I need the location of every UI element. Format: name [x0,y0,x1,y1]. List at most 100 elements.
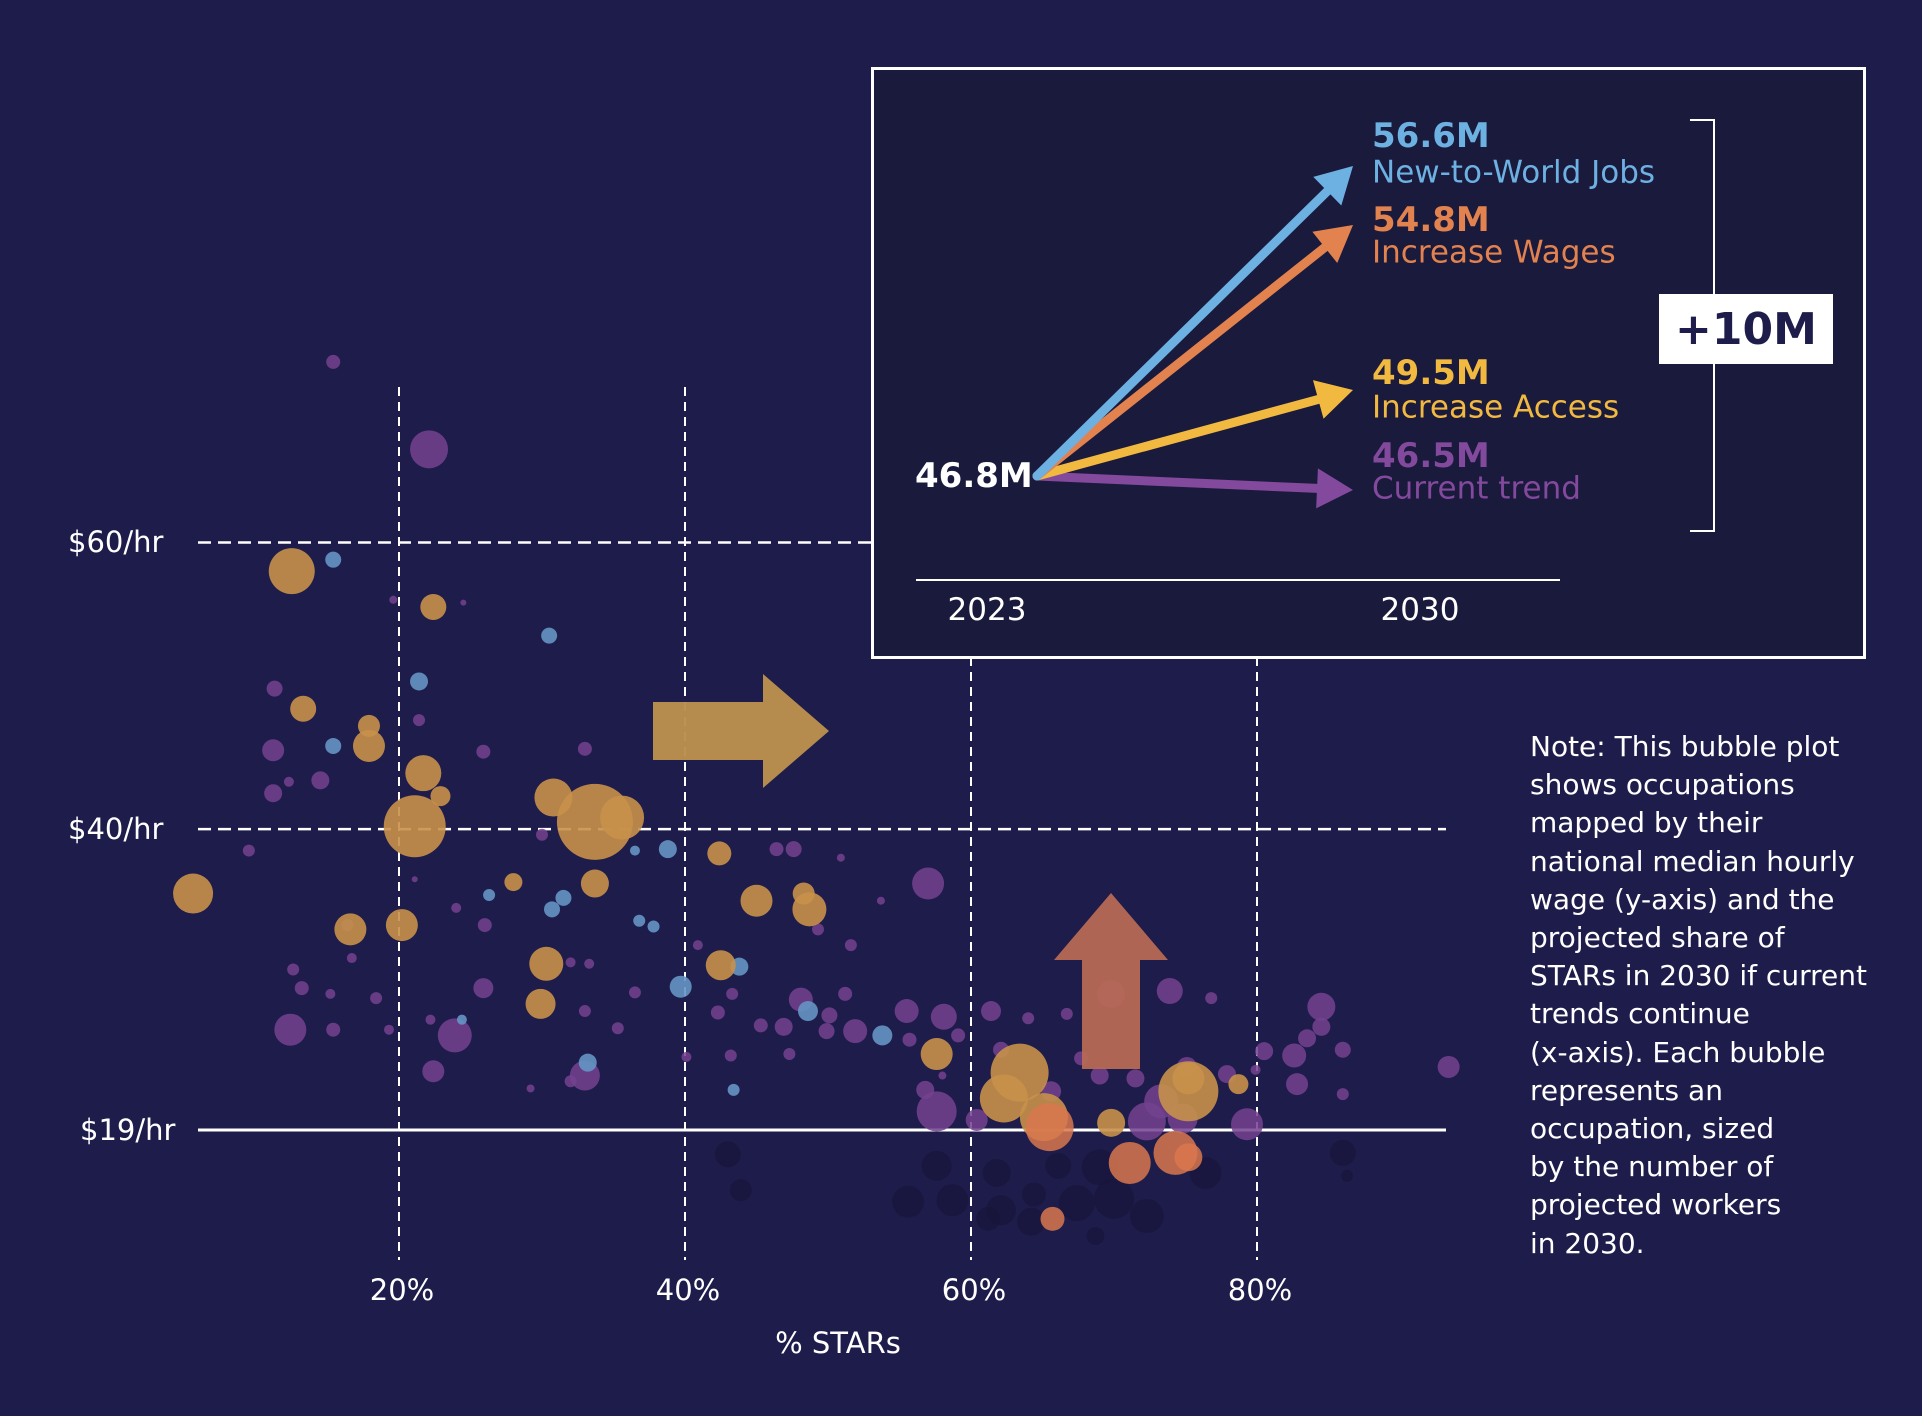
bubble-blue [669,975,692,998]
scenario-name: Increase Wages [1372,234,1616,271]
bubble-blue [541,627,558,644]
bubble-purple [1127,1102,1166,1141]
bubble-yellow [580,869,609,898]
scenario-arrow-line [1032,394,1323,481]
bubble-purple [769,842,784,857]
bubble-yellow [268,548,315,595]
bubble-yellow [385,909,418,942]
scenario-arrow-line [1032,242,1330,481]
bubble-purple [1060,1007,1073,1020]
bubble-purple [1126,1069,1145,1088]
scenario-inset-chart: 46.8M 56.6M New-to-World Jobs 54.8M Increas… [871,67,1866,659]
bubble-purple [1286,1073,1309,1096]
scenario-value: 46.5M [1372,436,1490,476]
bubble-purple [894,999,919,1024]
bubble-purple [811,923,824,936]
bubble-purple [264,784,283,803]
bubble-purple [726,987,739,1000]
bubble-purple [326,1022,341,1037]
bubble-blue [727,1083,740,1096]
bubble-blue [647,920,660,933]
scenario-name: Increase Access [1372,389,1620,426]
bubble-purple [311,771,330,790]
note-line: projected share of [1530,921,1785,955]
bubble-dark [1086,1227,1105,1246]
bubble-blue [629,845,640,856]
bubble-purple [785,841,802,858]
bubble-purple [710,1005,725,1020]
bubble-dark [1081,1149,1118,1186]
scenario-arrow-line [1032,186,1332,481]
bubble-yellow [705,950,736,981]
bubble-purple [1334,1041,1351,1058]
bubble-purple [577,741,592,756]
note-line: trends continue [1530,997,1750,1031]
right-arrow-icon [653,674,829,788]
bubble-purple [1156,977,1183,1004]
bubble-blue [325,551,342,568]
bubble-purple [422,1060,445,1083]
bubble-purple [843,1019,868,1044]
scenario-value: 56.6M [1372,116,1490,156]
bubble-yellow [430,786,451,807]
bubble-purple [411,876,418,883]
bubble-dark [1058,1185,1095,1222]
scenario-arrow-head [1312,225,1353,264]
bubble-purple [383,1024,394,1035]
bubble-purple [477,918,492,933]
bubble-dark [1045,1152,1072,1179]
note-line: wage (y-axis) and the [1530,882,1835,916]
bubble-purple [526,1084,535,1093]
bubble-dark [921,1150,952,1181]
bubble-purple [628,986,641,999]
bubble-purple [584,958,595,969]
scenario-name: New-to-World Jobs [1372,154,1656,191]
bubble-purple [1307,992,1336,1021]
bubble-yellow [1228,1074,1249,1095]
bubble-yellow [1097,1108,1126,1137]
bubble-yellow [290,695,317,722]
bubble-orange [1025,1103,1074,1152]
bubble-purple [346,953,357,964]
scenario-arrow-head [1316,468,1353,509]
bubble-purple [451,902,462,913]
bubble-yellow [600,795,645,840]
x-axis-title: % STARs [775,1326,901,1360]
bubble-blue [456,1014,467,1025]
bubble-yellow [707,841,732,866]
bubble-purple [916,1091,957,1132]
bubble-purple [981,1001,1002,1022]
bubble-purple [692,940,703,951]
bubble-purple [370,992,383,1005]
bubble-blue [544,901,561,918]
bubble-blue [872,1025,893,1046]
bubble-purple [1255,1042,1274,1061]
bubble-yellow [352,729,385,762]
bubble-purple [326,354,341,369]
note-line: STARs in 2030 if current [1530,959,1867,993]
bubble-purple [564,1075,577,1088]
note-line: mapped by their [1530,806,1763,840]
bubble-purple [681,1051,692,1062]
bubble-yellow [504,873,523,892]
bubble-purple [1205,992,1218,1005]
bubble-purple [413,714,426,727]
bubble-purple [965,1108,988,1131]
scenario-arrow-head [1313,380,1353,419]
bubble-purple [912,867,945,900]
bubble-purple [536,828,548,841]
bubble-purple [294,981,309,996]
bubble-dark [1329,1139,1356,1166]
bubble-purple [838,986,853,1001]
bubble-purple [611,1022,624,1035]
bubble-purple [1312,1017,1331,1036]
bubble-yellow [173,873,214,914]
bubble-purple [578,1005,591,1018]
note-text: Note: This bubble plot shows occupations m… [1530,728,1910,1263]
bubble-dark [1017,1207,1046,1236]
bubble-blue [797,1001,818,1022]
bubbles-layer [173,354,1460,1246]
bubble-yellow [525,988,556,1019]
bubble-dark [982,1158,1011,1187]
